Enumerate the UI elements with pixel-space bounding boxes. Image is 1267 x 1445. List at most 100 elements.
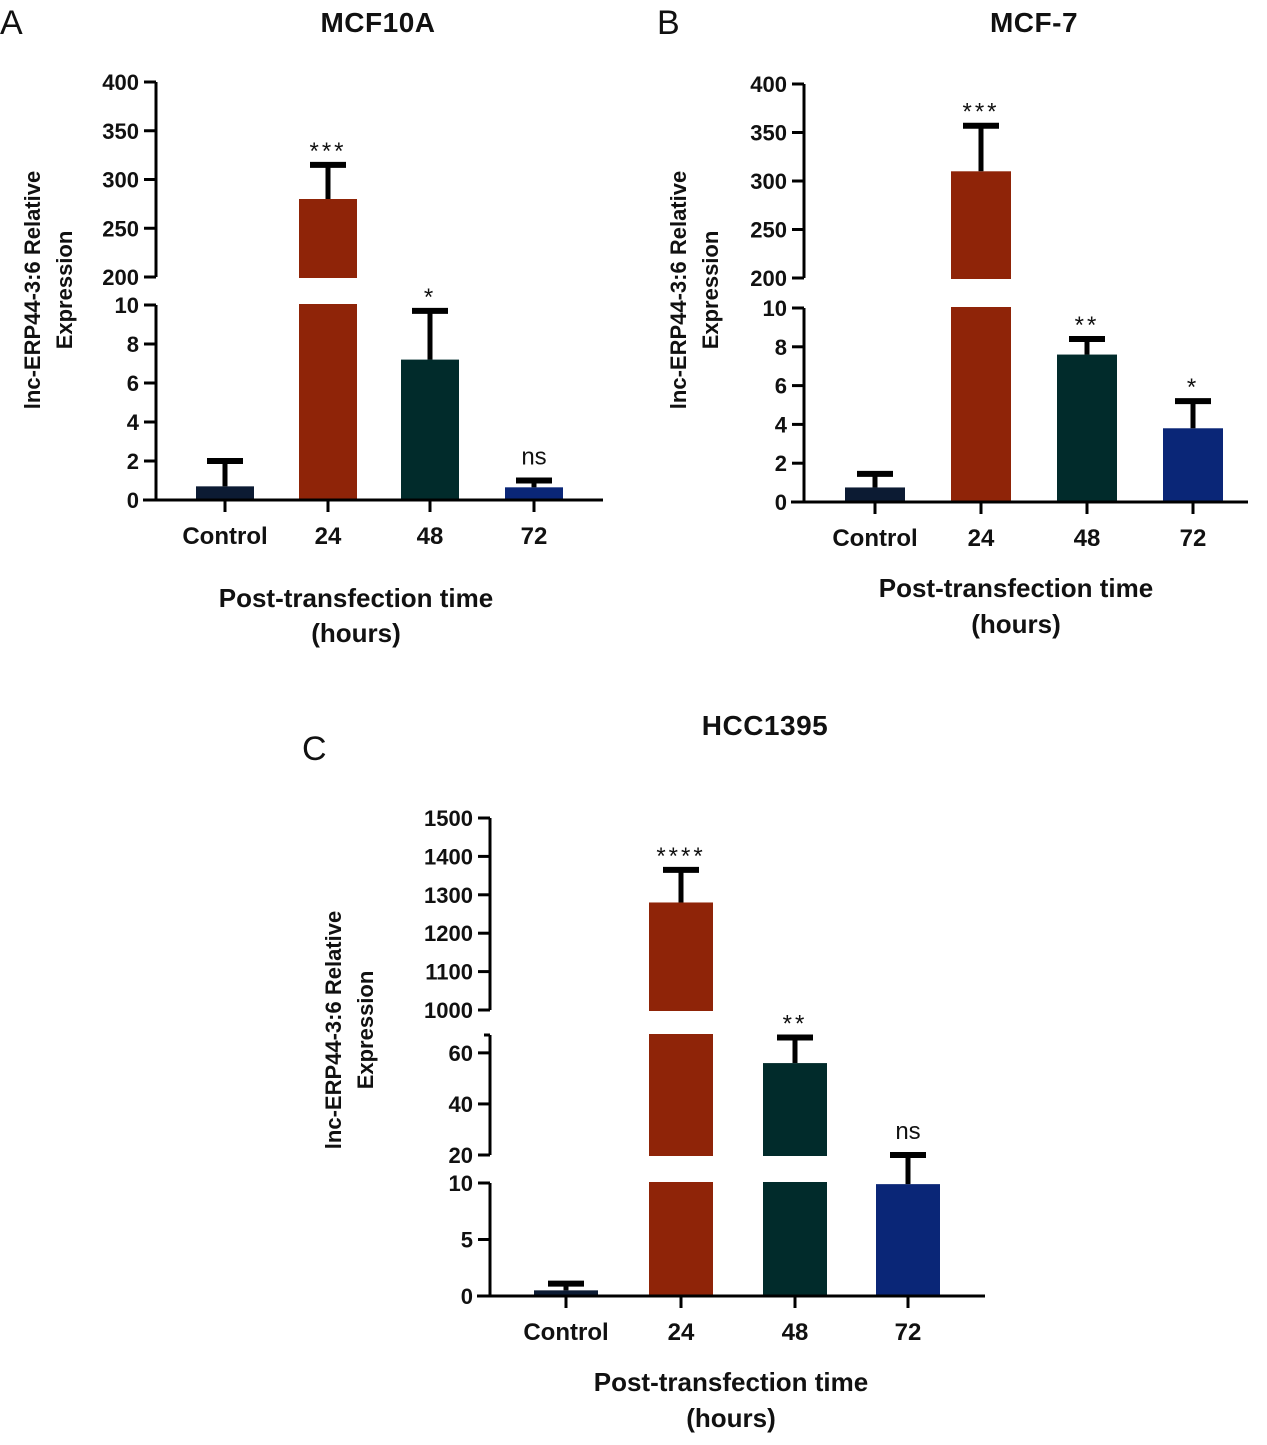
error-bar-24: [663, 866, 699, 903]
y-tick-label: 8: [775, 335, 787, 360]
y-tick-label: 4: [775, 412, 788, 437]
x-tick-label: 48: [782, 1319, 809, 1346]
error-bar-72: [1175, 398, 1211, 429]
x-tick-label: Control: [182, 523, 267, 550]
chart-title: MCF-7: [990, 7, 1078, 38]
y-axis-segment: 1000 1100 1200 1300 1400 1500: [424, 806, 492, 1023]
bar-72: [505, 487, 563, 500]
y-tick-label: 300: [750, 169, 787, 194]
y-axis-label-line1: lnc-ERP44-3:6 Relative: [20, 171, 45, 409]
y-tick-label: 0: [775, 490, 787, 515]
chart-panel-a: A MCF10A lnc-ERP44-3:6 Relative Expression *…: [0, 4, 605, 648]
y-tick-label: 1100: [425, 960, 473, 985]
bar-48: [401, 359, 459, 500]
y-tick-label: 20: [449, 1143, 473, 1168]
error-bar-48: [1069, 336, 1105, 355]
y-axis-label: lnc-ERP44-3:6 Relative Expression: [321, 911, 378, 1149]
x-tick-label: 24: [968, 525, 995, 552]
y-tick-label: 8: [127, 332, 139, 357]
y-axis-segment: 0 5 10: [449, 1171, 492, 1309]
y-tick-label: 6: [775, 374, 787, 399]
chart-panel-c: C HCC1395 lnc-ERP44-3:6 Relative Expression…: [302, 710, 987, 1433]
significance-label: **: [783, 1011, 808, 1038]
y-axis-label: lnc-ERP44-3:6 Relative Expression: [20, 171, 77, 409]
y-tick-label: 250: [750, 218, 787, 243]
y-tick-label: 350: [102, 119, 139, 144]
chart-title: MCF10A: [320, 7, 435, 38]
significance-label: ns: [895, 1118, 920, 1145]
y-tick-label: 1000: [424, 998, 473, 1023]
y-tick-label: 5: [461, 1228, 473, 1253]
error-bar-72: [516, 477, 552, 488]
x-axis-label-line2: (hours): [311, 618, 401, 648]
x-tick-label: 72: [895, 1319, 922, 1346]
y-axis-label-line2: Expression: [353, 971, 378, 1090]
y-tick-label: 0: [461, 1284, 473, 1309]
chart-title: HCC1395: [702, 710, 828, 741]
y-tick-label: 2: [127, 449, 139, 474]
y-tick-label: 1400: [424, 844, 473, 869]
y-tick-label: 250: [102, 216, 139, 241]
bar-24: [951, 171, 1011, 503]
y-axis-label-line2: Expression: [52, 231, 77, 350]
y-tick-label: 1500: [424, 806, 473, 831]
significance-label: ***: [309, 138, 346, 165]
y-tick-label: 4: [127, 410, 140, 435]
axis-break-gap: [806, 279, 1250, 307]
bar-72: [1163, 428, 1223, 502]
significance-label: ***: [962, 99, 999, 126]
significance-label: ****: [656, 843, 705, 870]
y-axis-label: lnc-ERP44-3:6 Relative Expression: [666, 171, 723, 409]
y-tick-label: 400: [102, 70, 139, 95]
y-tick-label: 200: [750, 266, 787, 291]
panel-letter: C: [302, 730, 327, 768]
y-tick-label: 10: [449, 1171, 473, 1196]
bar-24: [299, 199, 357, 500]
significance-label: *: [1187, 374, 1199, 401]
error-bar-control: [548, 1280, 584, 1291]
bar-control: [534, 1290, 598, 1296]
x-tick-label: 48: [417, 523, 444, 550]
y-axis-segment: 0 2 4 6 8 10: [115, 293, 158, 513]
panel-letter: A: [0, 4, 23, 42]
panel-letter: B: [657, 4, 680, 42]
x-axis-label-line1: Post-transfection time: [219, 583, 494, 613]
x-tick-label: 48: [1074, 525, 1101, 552]
x-tick-label: 72: [1180, 525, 1207, 552]
y-tick-label: 10: [115, 293, 139, 318]
x-axis-label-line2: (hours): [686, 1403, 776, 1433]
significance-label: ns: [521, 444, 546, 471]
axis-break-gap: [158, 278, 605, 304]
y-axis-label-line1: lnc-ERP44-3:6 Relative: [666, 171, 691, 409]
bar-48: [1057, 354, 1117, 502]
y-tick-label: 6: [127, 371, 139, 396]
axis-break-gap: [492, 1156, 987, 1182]
bar-control: [196, 486, 254, 500]
y-axis-segment: 200 250 300 350 400: [102, 70, 158, 290]
x-tick-label: 24: [668, 1319, 695, 1346]
y-tick-label: 300: [102, 168, 139, 193]
y-tick-label: 40: [449, 1092, 473, 1117]
x-tick-label: Control: [523, 1319, 608, 1346]
axis-break-gap: [492, 1011, 987, 1034]
y-tick-label: 400: [750, 72, 787, 97]
x-tick-label: Control: [832, 525, 917, 552]
error-bar-control: [857, 470, 893, 488]
error-bar-24: [963, 122, 999, 172]
y-axis-segment: 200 250 300 350 400: [750, 72, 806, 291]
error-bar-control: [207, 458, 243, 487]
y-tick-label: 2: [775, 451, 787, 476]
x-axis-label-line1: Post-transfection time: [594, 1367, 869, 1397]
bar-control: [845, 487, 905, 502]
bar-72: [876, 1184, 940, 1296]
y-tick-label: 60: [449, 1041, 473, 1066]
x-axis-label-line1: Post-transfection time: [879, 573, 1154, 603]
y-axis-segment: 20 40 60: [449, 1033, 492, 1168]
y-axis-label-line2: Expression: [698, 231, 723, 350]
y-tick-label: 1200: [424, 921, 473, 946]
y-tick-label: 10: [763, 296, 787, 321]
x-tick-label: 24: [315, 523, 342, 550]
y-axis-segment: 0 2 4 6 8 10: [763, 296, 806, 515]
